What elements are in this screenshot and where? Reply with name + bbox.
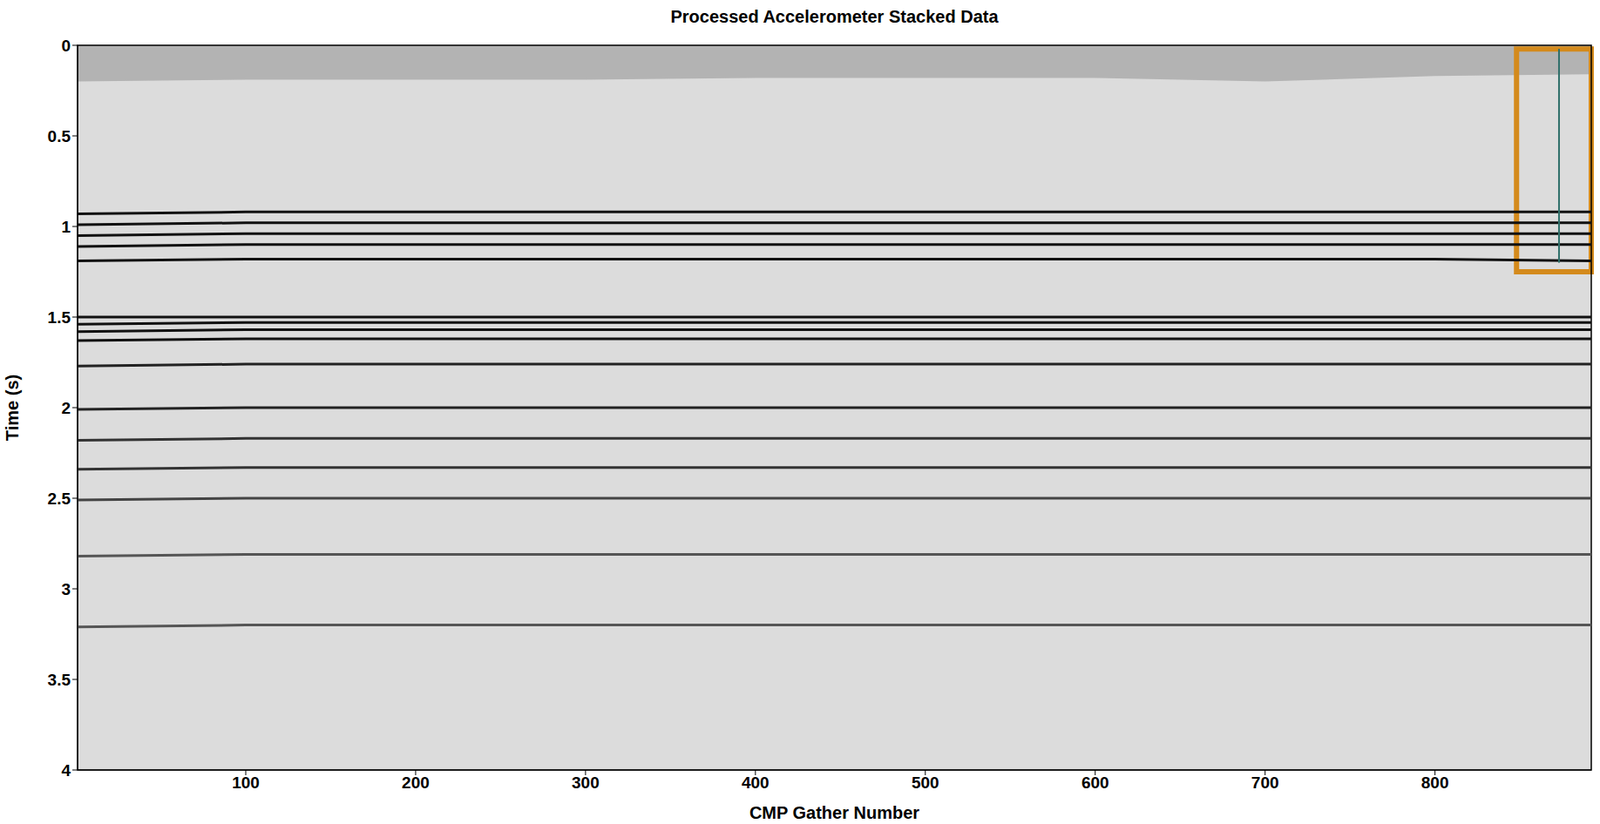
svg-text:0: 0 <box>61 36 71 55</box>
svg-text:CMP Gather Number: CMP Gather Number <box>749 803 920 823</box>
svg-text:700: 700 <box>1251 773 1280 793</box>
svg-text:1.5: 1.5 <box>47 308 72 327</box>
svg-text:600: 600 <box>1081 773 1110 793</box>
svg-text:4: 4 <box>61 761 71 780</box>
svg-text:3: 3 <box>61 580 71 599</box>
svg-text:200: 200 <box>401 773 430 793</box>
svg-text:800: 800 <box>1421 773 1450 793</box>
svg-text:300: 300 <box>571 773 600 793</box>
svg-text:2: 2 <box>61 399 71 418</box>
svg-text:0.5: 0.5 <box>47 127 72 146</box>
svg-text:3.5: 3.5 <box>47 671 72 690</box>
svg-text:500: 500 <box>911 773 940 793</box>
svg-text:Time (s): Time (s) <box>2 374 22 441</box>
svg-text:2.5: 2.5 <box>47 489 72 509</box>
svg-text:400: 400 <box>741 773 770 793</box>
svg-text:1: 1 <box>61 217 71 237</box>
svg-text:100: 100 <box>231 773 260 793</box>
html-text:Processed Accelerometer Stacke: Processed Accelerometer Stacked Data <box>670 6 999 27</box>
